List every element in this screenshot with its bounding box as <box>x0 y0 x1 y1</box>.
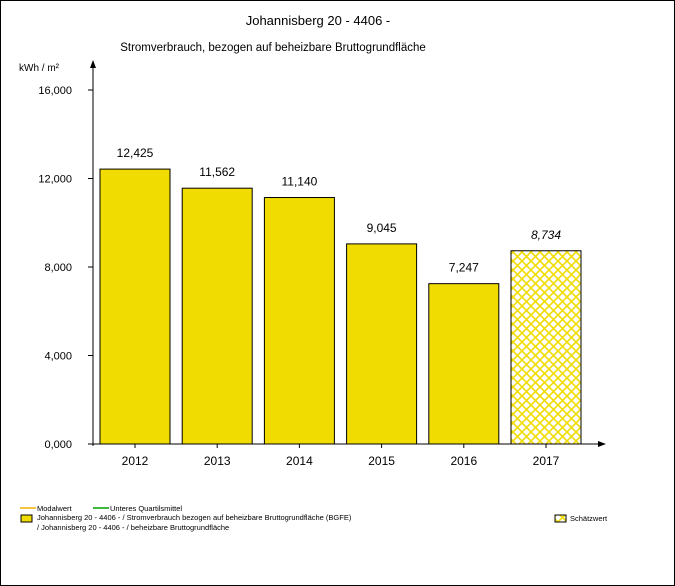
y-tick-label: 16,000 <box>38 85 72 97</box>
legend: Modalwert Unteres Quartilsmittel Johanni… <box>20 504 608 532</box>
legend-modal-label: Modalwert <box>37 504 73 513</box>
bar-estimated <box>510 250 582 445</box>
value-label: 11,562 <box>199 165 235 179</box>
bar <box>428 283 500 445</box>
bar <box>346 243 418 445</box>
x-tick-label: 2017 <box>533 454 560 468</box>
chart-subtitle: Stromverbrauch, bezogen auf beheizbare B… <box>120 42 426 54</box>
bars-group <box>99 168 582 445</box>
y-tick-label: 12,000 <box>38 174 72 186</box>
y-axis-label: kWh / m² <box>19 63 60 74</box>
value-labels-group: 12,425 11,562 11,140 9,045 7,247 8,734 <box>117 146 562 275</box>
chart-title: Johannisberg 20 - 4406 - <box>246 13 391 28</box>
value-label: 8,734 <box>531 228 561 242</box>
value-label: 7,247 <box>449 261 479 275</box>
bar <box>181 187 253 445</box>
y-tick-label: 4,000 <box>44 351 72 363</box>
legend-series-label-line2: / Johannisberg 20 - 4406 - / beheizbare … <box>37 523 229 532</box>
legend-estimate-label: Schätzwert <box>570 514 608 523</box>
bar <box>99 168 171 445</box>
value-label: 9,045 <box>367 221 397 235</box>
x-tick-label: 2016 <box>450 454 477 468</box>
x-tick-labels-group: 2012 2013 2014 2015 2016 2017 <box>122 444 560 468</box>
y-tick-label: 0,000 <box>44 439 72 451</box>
legend-estimate-swatch <box>554 514 567 523</box>
bar <box>263 197 335 445</box>
y-tick-label: 8,000 <box>44 262 72 274</box>
legend-series-swatch <box>20 514 33 523</box>
y-axis-arrow <box>90 60 96 68</box>
x-tick-label: 2012 <box>122 454 149 468</box>
value-label: 12,425 <box>117 146 154 160</box>
x-tick-label: 2013 <box>204 454 231 468</box>
value-label: 11,140 <box>281 175 317 189</box>
legend-quartile-label: Unteres Quartilsmittel <box>110 504 182 513</box>
legend-series-label-line1: Johannisberg 20 - 4406 - / Stromverbrauc… <box>37 513 352 522</box>
x-axis-arrow <box>598 441 606 447</box>
y-axis-ticks: 0,000 4,000 8,000 12,000 16,000 <box>38 85 93 451</box>
x-tick-label: 2014 <box>286 454 313 468</box>
x-tick-label: 2015 <box>368 454 395 468</box>
